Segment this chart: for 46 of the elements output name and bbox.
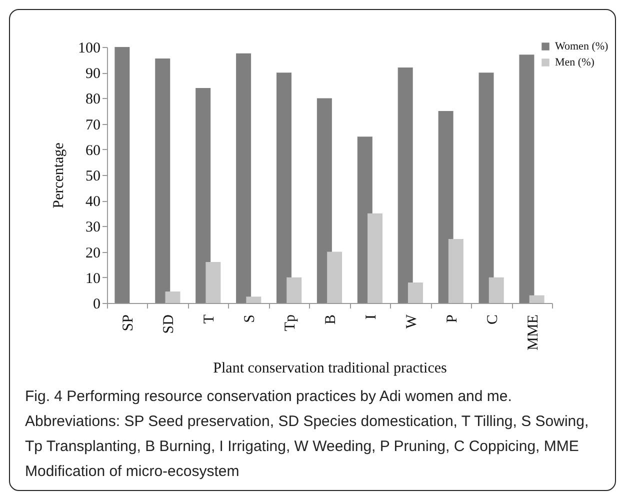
x-axis-title: Plant conservation traditional practices xyxy=(213,360,447,376)
caption: Fig. 4 Performing resource conservation practices by Adi women and me. Abbreviations: SP Seed preservation, SD Species domestication, T Tilling, S Sowing, Tp Transplanting, B Burning, I Irrigating, W Weeding, P Pruning, C Coppicing, MME Modification of micro-ecosystem xyxy=(25,387,590,482)
x-tick-label: Tp xyxy=(282,314,299,332)
bar xyxy=(246,296,262,303)
x-tick-label: SD xyxy=(161,314,178,334)
bar xyxy=(368,213,383,303)
bar xyxy=(316,98,332,303)
bar xyxy=(155,58,170,303)
y-tick-label: 90 xyxy=(86,66,100,82)
x-tick-label: P xyxy=(444,314,460,323)
bar xyxy=(114,47,130,303)
x-tick-label: T xyxy=(202,314,218,324)
bar xyxy=(519,54,534,303)
x-tick-label: MME xyxy=(525,314,542,350)
x-tick-label: C xyxy=(484,314,501,325)
y-tick-label: 20 xyxy=(86,245,100,262)
bar xyxy=(165,291,180,303)
bar xyxy=(398,67,413,303)
y-tick-label: 10 xyxy=(86,270,100,287)
y-tick-label: 40 xyxy=(86,194,100,210)
bar xyxy=(286,277,302,303)
legend-label: Men (%) xyxy=(555,56,595,68)
y-tick-label: 0 xyxy=(93,296,100,312)
bar xyxy=(488,277,504,303)
bar xyxy=(196,88,211,303)
bar xyxy=(408,282,423,303)
y-tick-label: 70 xyxy=(86,117,100,134)
bar xyxy=(448,239,464,303)
x-tick-label: SP xyxy=(120,314,137,332)
x-tick-label: S xyxy=(242,314,258,323)
y-axis-title: Percentage xyxy=(51,142,67,208)
bar xyxy=(276,72,292,303)
legend-label: Women (%) xyxy=(555,40,609,52)
x-tick-label: B xyxy=(323,314,339,325)
y-tick-label: 50 xyxy=(86,168,100,184)
y-tick-label: 60 xyxy=(86,142,100,159)
y-tick-label: 80 xyxy=(86,92,100,108)
y-tick-label: 30 xyxy=(86,220,100,236)
x-tick-label: I xyxy=(363,314,380,320)
x-tick-label: W xyxy=(404,314,420,329)
bar xyxy=(327,252,342,303)
bar xyxy=(529,295,544,303)
bar xyxy=(206,262,221,303)
bar xyxy=(478,72,494,303)
bar xyxy=(236,53,252,303)
y-tick-label: 100 xyxy=(78,40,100,56)
